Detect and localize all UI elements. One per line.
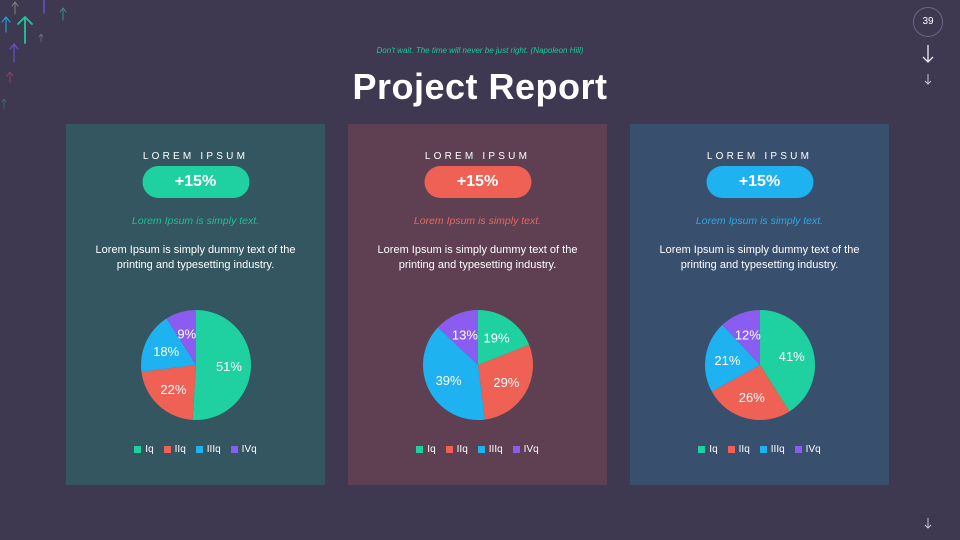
- pie-slice-label: 18%: [153, 344, 179, 359]
- legend-item-IIq: IIq: [445, 444, 468, 455]
- legend-swatch: [416, 446, 424, 453]
- growth-badge: +15%: [706, 166, 813, 198]
- pie-slice-label: 26%: [738, 390, 764, 405]
- pie-slice-IVq: [437, 310, 478, 365]
- legend-swatch: [512, 446, 520, 453]
- card-description: Lorem Ipsum is simply dummy text of the …: [659, 244, 860, 271]
- pie-slice-label: 51%: [215, 359, 241, 374]
- legend-item-IIIq: IIIq: [759, 444, 785, 455]
- pie-slice-IIq: [477, 344, 533, 420]
- legend-label: IVq: [523, 444, 539, 455]
- card-label: LOREM IPSUM: [706, 151, 813, 162]
- legend-label: IIq: [456, 444, 468, 455]
- legend-item-Iq: Iq: [134, 444, 154, 455]
- pie-chart: 19% 29% 39% 13%: [422, 310, 533, 420]
- page-number-badge: 39: [913, 7, 943, 37]
- legend-item-IIIq: IIIq: [195, 444, 221, 455]
- pie-slice-IVq: [166, 310, 196, 365]
- chart-legend: Iq IIq IIIq IVq: [348, 444, 607, 455]
- pie-slice-IIIq: [140, 318, 196, 372]
- legend-label: Iq: [709, 444, 718, 455]
- legend-swatch: [445, 446, 453, 453]
- growth-badge: +15%: [424, 166, 531, 198]
- legend-swatch: [195, 446, 203, 453]
- legend-label: Iq: [427, 444, 436, 455]
- legend-swatch: [477, 446, 485, 453]
- legend-swatch: [163, 446, 171, 453]
- report-card-3: LOREM IPSUM +15% Lorem Ipsum is simply t…: [630, 124, 889, 485]
- card-label: LOREM IPSUM: [424, 151, 531, 162]
- pie-chart: 41% 26% 21% 12%: [704, 310, 815, 420]
- pie-slice-label: 21%: [714, 353, 740, 368]
- legend-swatch: [134, 446, 142, 453]
- growth-badge: +15%: [142, 166, 249, 198]
- legend-label: IIIq: [206, 444, 221, 455]
- legend-swatch: [698, 446, 706, 453]
- card-subtitle: Lorem Ipsum is simply text.: [131, 215, 260, 227]
- legend-item-IVq: IVq: [794, 444, 821, 455]
- pie-chart: 51% 22% 18% 9%: [140, 310, 251, 420]
- pie-slice-IVq: [721, 310, 760, 365]
- legend-label: IIq: [174, 444, 186, 455]
- chart-legend: Iq IIq IIIq IVq: [630, 444, 889, 455]
- card-label: LOREM IPSUM: [142, 151, 249, 162]
- card-subtitle: Lorem Ipsum is simply text.: [413, 215, 542, 227]
- pie-slice-Iq: [192, 310, 251, 420]
- card-description: Lorem Ipsum is simply dummy text of the …: [377, 244, 578, 271]
- pie-slice-Iq: [477, 310, 529, 365]
- pie-slice-label: 9%: [177, 326, 196, 341]
- pie-slice-label: 41%: [778, 349, 804, 364]
- legend-swatch: [794, 446, 802, 453]
- scroll-down-small-arrow-icon[interactable]: [923, 73, 933, 85]
- legend-item-Iq: Iq: [416, 444, 436, 455]
- pie-slice-label: 12%: [734, 327, 760, 342]
- quote-text: Don't wait. The time will never be just …: [376, 46, 584, 55]
- pie-slice-label: 29%: [493, 375, 519, 390]
- pie-slice-label: 22%: [160, 382, 186, 397]
- pie-slice-label: 39%: [435, 373, 461, 388]
- decorative-arrows-icon: [1, 0, 67, 110]
- legend-label: IVq: [805, 444, 821, 455]
- legend-item-IIq: IIq: [727, 444, 750, 455]
- page-title: Project Report: [352, 66, 608, 107]
- pie-slice-IIq: [711, 365, 789, 420]
- pie-slice-label: 13%: [451, 328, 477, 343]
- legend-item-Iq: Iq: [698, 444, 718, 455]
- card-subtitle: Lorem Ipsum is simply text.: [695, 215, 824, 227]
- legend-item-IVq: IVq: [512, 444, 539, 455]
- legend-swatch: [230, 446, 238, 453]
- legend-item-IVq: IVq: [230, 444, 257, 455]
- legend-label: IIIq: [488, 444, 503, 455]
- legend-item-IIq: IIq: [163, 444, 186, 455]
- legend-label: IIIq: [770, 444, 785, 455]
- pie-slice-IIq: [140, 365, 196, 420]
- card-description: Lorem Ipsum is simply dummy text of the …: [95, 244, 296, 271]
- report-card-1: LOREM IPSUM +15% Lorem Ipsum is simply t…: [66, 124, 325, 485]
- pie-slice-label: 19%: [483, 331, 509, 346]
- legend-swatch: [727, 446, 735, 453]
- report-card-2: LOREM IPSUM +15% Lorem Ipsum is simply t…: [348, 124, 607, 485]
- next-slide-arrow-icon[interactable]: [923, 517, 933, 529]
- pie-slice-Iq: [759, 310, 815, 412]
- legend-label: IIq: [738, 444, 750, 455]
- pie-slice-IIIq: [422, 327, 485, 420]
- legend-label: Iq: [145, 444, 154, 455]
- legend-item-IIIq: IIIq: [477, 444, 503, 455]
- pie-slice-IIIq: [704, 324, 760, 392]
- legend-swatch: [759, 446, 767, 453]
- legend-label: IVq: [241, 444, 257, 455]
- scroll-down-arrow-icon[interactable]: [921, 44, 935, 64]
- chart-legend: Iq IIq IIIq IVq: [66, 444, 325, 455]
